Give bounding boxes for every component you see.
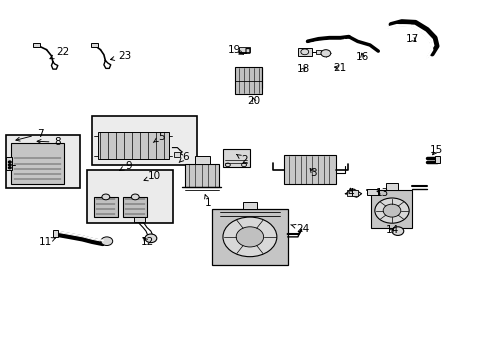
Bar xyxy=(92,116,197,165)
Text: 21: 21 xyxy=(333,63,346,73)
Bar xyxy=(316,50,321,54)
Bar xyxy=(243,202,257,209)
Circle shape xyxy=(8,164,11,166)
Bar xyxy=(94,197,118,217)
Circle shape xyxy=(392,227,404,235)
Circle shape xyxy=(321,50,331,57)
Text: 8: 8 xyxy=(37,137,61,147)
Text: 5: 5 xyxy=(153,132,165,143)
Bar xyxy=(33,43,40,47)
Bar xyxy=(91,43,98,47)
Text: 24: 24 xyxy=(291,224,310,234)
Bar xyxy=(123,197,147,217)
Bar xyxy=(195,156,210,164)
Polygon shape xyxy=(239,47,250,52)
Text: 10: 10 xyxy=(144,171,161,181)
Circle shape xyxy=(101,237,113,246)
Text: 15: 15 xyxy=(429,145,443,156)
Text: 22: 22 xyxy=(50,47,70,59)
Bar xyxy=(371,190,412,228)
Text: 19: 19 xyxy=(227,45,244,55)
Bar xyxy=(223,149,250,167)
Text: 4: 4 xyxy=(347,188,354,198)
Text: 23: 23 xyxy=(110,51,132,61)
Text: 3: 3 xyxy=(310,168,317,178)
Bar xyxy=(212,209,288,265)
Bar xyxy=(174,152,180,157)
Bar xyxy=(98,132,169,159)
Text: 12: 12 xyxy=(140,237,154,247)
Bar xyxy=(87,170,173,223)
Circle shape xyxy=(131,194,139,200)
Bar xyxy=(298,48,312,56)
Circle shape xyxy=(383,204,401,217)
Bar xyxy=(235,67,262,94)
Bar xyxy=(367,189,378,195)
Text: 17: 17 xyxy=(406,34,419,44)
Text: 20: 20 xyxy=(247,96,260,106)
Bar xyxy=(185,164,219,187)
Text: 13: 13 xyxy=(375,188,389,198)
Bar xyxy=(347,190,358,196)
Circle shape xyxy=(223,217,277,257)
Circle shape xyxy=(8,161,11,163)
Text: 6: 6 xyxy=(179,152,189,162)
Circle shape xyxy=(145,234,157,243)
Bar xyxy=(6,157,12,170)
Bar xyxy=(134,217,145,222)
Bar xyxy=(435,156,440,163)
Text: 14: 14 xyxy=(385,225,399,235)
Circle shape xyxy=(236,227,264,247)
Text: 16: 16 xyxy=(356,52,369,62)
Bar xyxy=(284,155,336,184)
Bar xyxy=(11,143,64,184)
Circle shape xyxy=(102,194,110,200)
Text: 2: 2 xyxy=(237,154,248,165)
Bar xyxy=(386,183,398,190)
Bar xyxy=(6,135,80,188)
Text: 11: 11 xyxy=(39,237,55,247)
Text: 18: 18 xyxy=(297,64,311,74)
Circle shape xyxy=(375,198,409,223)
Text: 7: 7 xyxy=(16,129,44,141)
Text: 1: 1 xyxy=(205,195,212,208)
Circle shape xyxy=(8,167,11,169)
Text: 9: 9 xyxy=(120,161,132,171)
Bar xyxy=(53,230,58,237)
